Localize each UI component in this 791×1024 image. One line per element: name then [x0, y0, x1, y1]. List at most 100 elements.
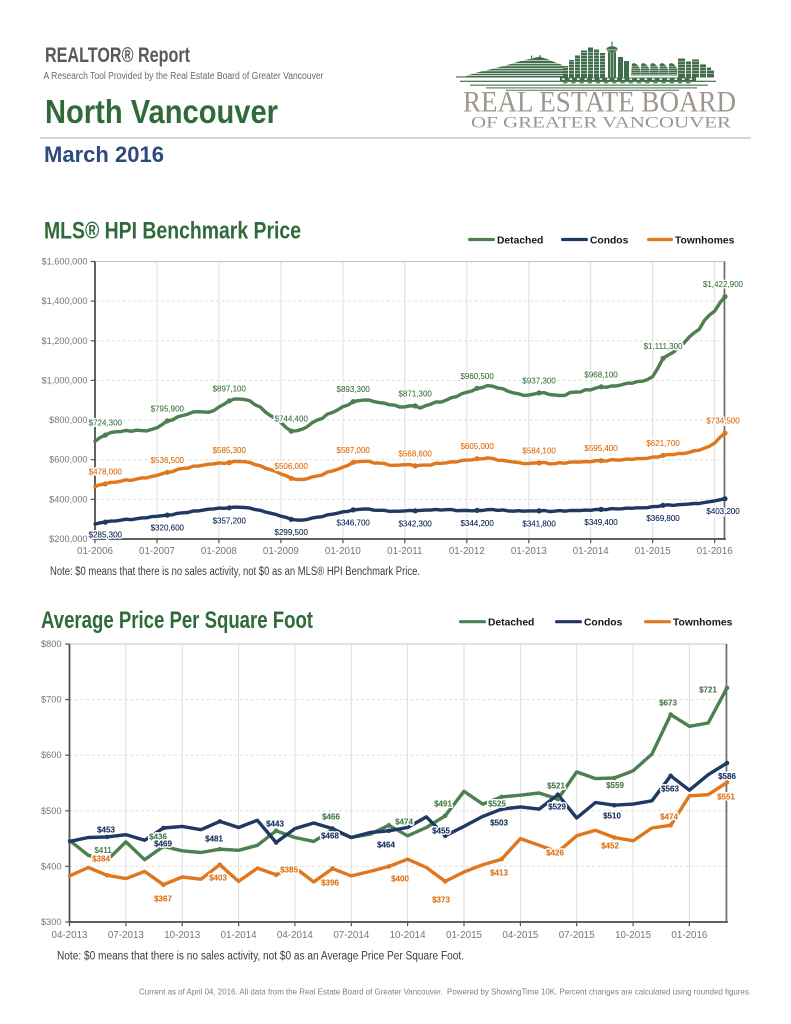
svg-text:$551: $551: [717, 793, 735, 802]
svg-text:$400: $400: [391, 875, 409, 884]
svg-text:Detached: Detached: [497, 236, 543, 247]
svg-text:$346,700: $346,700: [337, 518, 371, 527]
svg-text:$469: $469: [154, 840, 172, 849]
svg-text:$299,500: $299,500: [275, 528, 309, 537]
svg-text:$385: $385: [280, 866, 298, 875]
svg-text:$1,111,300: $1,111,300: [644, 342, 683, 351]
svg-text:$285,300: $285,300: [89, 531, 123, 540]
svg-text:OF GREATER VANCOUVER: OF GREATER VANCOUVER: [471, 115, 732, 132]
svg-text:$897,100: $897,100: [213, 384, 247, 393]
svg-text:REAL ESTATE BOARD: REAL ESTATE BOARD: [463, 86, 736, 119]
svg-text:01-2015: 01-2015: [635, 546, 672, 557]
svg-text:$384: $384: [92, 855, 110, 864]
svg-text:$464: $464: [377, 841, 395, 850]
svg-text:REALTOR® Report: REALTOR® Report: [45, 44, 190, 67]
svg-text:$466: $466: [322, 813, 340, 822]
svg-text:$559: $559: [606, 781, 624, 790]
svg-text:$1,600,000: $1,600,000: [42, 257, 88, 267]
svg-text:$551: $551: [717, 793, 735, 802]
svg-text:$491: $491: [434, 800, 452, 809]
svg-text:$587,000: $587,000: [337, 446, 371, 455]
svg-text:$1,111,300: $1,111,300: [644, 342, 683, 351]
svg-text:04-2013: 04-2013: [52, 930, 89, 941]
svg-text:March 2016: March 2016: [44, 142, 164, 167]
svg-text:$367: $367: [154, 895, 172, 904]
svg-text:$734,500: $734,500: [706, 417, 740, 426]
svg-text:$510: $510: [603, 812, 621, 821]
svg-text:$960,500: $960,500: [460, 372, 494, 381]
svg-text:$595,400: $595,400: [584, 444, 618, 453]
svg-text:$474: $474: [660, 813, 678, 822]
svg-text:$344,200: $344,200: [460, 519, 494, 528]
svg-text:$481: $481: [205, 835, 223, 844]
svg-text:$384: $384: [92, 855, 110, 864]
svg-text:01-2014: 01-2014: [573, 546, 610, 557]
svg-text:$373: $373: [432, 896, 450, 905]
svg-text:10-2014: 10-2014: [390, 930, 427, 941]
svg-text:$469: $469: [154, 840, 172, 849]
svg-text:$200,000: $200,000: [49, 534, 87, 544]
svg-text:$563: $563: [661, 785, 679, 794]
svg-text:$443: $443: [266, 820, 284, 829]
svg-text:$1,400,000: $1,400,000: [42, 296, 88, 306]
svg-text:Detached: Detached: [488, 618, 534, 629]
svg-text:$436: $436: [149, 833, 167, 842]
svg-text:$744,400: $744,400: [275, 415, 309, 424]
svg-text:Condos: Condos: [590, 236, 629, 247]
svg-text:$443: $443: [266, 820, 284, 829]
svg-text:$584,100: $584,100: [522, 446, 556, 455]
svg-text:$357,200: $357,200: [213, 516, 247, 525]
svg-text:$299,500: $299,500: [275, 528, 309, 537]
svg-text:$481: $481: [205, 835, 223, 844]
svg-text:$506,000: $506,000: [275, 462, 309, 471]
svg-text:$369,800: $369,800: [646, 514, 680, 523]
svg-text:$369,800: $369,800: [646, 514, 680, 523]
svg-text:$373: $373: [432, 896, 450, 905]
svg-text:Note: $0 means that there is n: Note: $0 means that there is no sales ac…: [50, 566, 420, 578]
svg-text:MLS® HPI Benchmark Price: MLS® HPI Benchmark Price: [44, 218, 301, 245]
svg-text:$605,000: $605,000: [460, 442, 494, 451]
svg-text:$452: $452: [601, 842, 619, 851]
svg-text:$300: $300: [41, 917, 61, 927]
svg-text:Note: $0 means that there is n: Note: $0 means that there is no sales ac…: [57, 951, 464, 963]
svg-text:$506,000: $506,000: [275, 462, 309, 471]
svg-text:$724,300: $724,300: [89, 419, 123, 428]
svg-text:01-2012: 01-2012: [449, 546, 485, 557]
svg-text:$968,100: $968,100: [584, 370, 618, 379]
svg-text:$468: $468: [321, 832, 339, 841]
svg-text:$413: $413: [490, 869, 508, 878]
svg-text:$568,600: $568,600: [398, 449, 432, 458]
svg-text:$795,900: $795,900: [151, 404, 185, 413]
svg-text:$403: $403: [209, 874, 227, 883]
svg-text:$453: $453: [97, 826, 115, 835]
svg-text:$453: $453: [97, 826, 115, 835]
svg-text:Average Price Per Square Foot: Average Price Per Square Foot: [41, 607, 313, 634]
svg-text:01-2016: 01-2016: [671, 930, 708, 941]
svg-text:Current as of April 04, 2016.: Current as of April 04, 2016. All data f…: [139, 987, 751, 997]
svg-text:$621,700: $621,700: [646, 439, 680, 448]
svg-text:$455: $455: [432, 827, 450, 836]
svg-text:$320,600: $320,600: [151, 524, 185, 533]
svg-text:$510: $510: [603, 812, 621, 821]
svg-text:07-2015: 07-2015: [559, 930, 596, 941]
svg-text:$1,422,900: $1,422,900: [703, 280, 744, 289]
svg-text:$893,300: $893,300: [337, 385, 371, 394]
svg-text:$800: $800: [41, 639, 61, 649]
svg-text:$525: $525: [488, 800, 506, 809]
svg-text:$960,500: $960,500: [460, 372, 494, 381]
svg-text:01-2006: 01-2006: [77, 546, 114, 557]
svg-text:$349,400: $349,400: [584, 518, 618, 527]
svg-text:$426: $426: [546, 849, 564, 858]
svg-text:$1,422,900: $1,422,900: [703, 280, 744, 289]
svg-text:01-2014: 01-2014: [221, 930, 258, 941]
svg-text:$346,700: $346,700: [337, 518, 371, 527]
svg-text:04-2015: 04-2015: [502, 930, 539, 941]
svg-text:$344,200: $344,200: [460, 519, 494, 528]
svg-text:01-2008: 01-2008: [201, 546, 238, 557]
svg-text:$800,000: $800,000: [49, 415, 87, 425]
svg-text:$400,000: $400,000: [49, 494, 87, 504]
svg-text:$724,300: $724,300: [89, 419, 123, 428]
svg-text:Townhomes: Townhomes: [673, 618, 733, 629]
svg-text:$411: $411: [94, 846, 112, 855]
svg-text:01-2009: 01-2009: [263, 546, 299, 557]
